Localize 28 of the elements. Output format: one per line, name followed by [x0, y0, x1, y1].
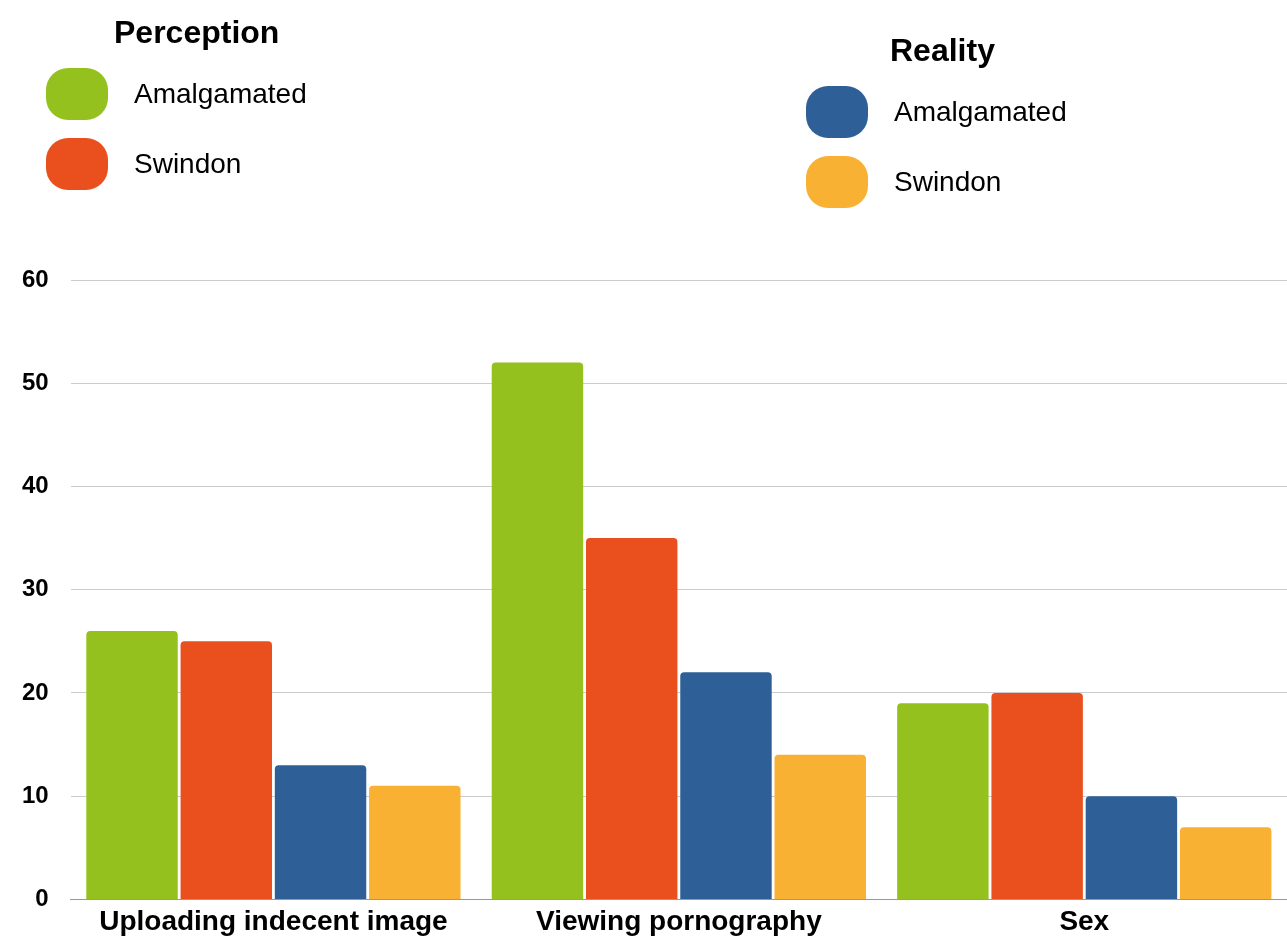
bar — [680, 672, 772, 899]
x-tick-label: Sex — [1059, 904, 1110, 936]
legend-label: Amalgamated — [894, 96, 1067, 128]
x-tick-label: Uploading indecent image — [99, 904, 448, 936]
bar — [86, 630, 178, 899]
y-tick-label: 60 — [21, 264, 49, 292]
bar — [369, 785, 461, 899]
bar — [1179, 827, 1272, 899]
y-tick-label: 20 — [21, 677, 49, 705]
legend-label: Swindon — [894, 166, 1002, 198]
bar — [180, 641, 272, 899]
legend-label: Swindon — [134, 148, 242, 180]
text: Reality — [890, 32, 996, 69]
y-tick-label: 10 — [21, 780, 49, 808]
y-tick-label: 0 — [35, 884, 49, 912]
bar — [991, 692, 1083, 899]
bar — [774, 754, 866, 899]
legend-label: Amalgamated — [134, 78, 307, 110]
y-tick-label: 50 — [21, 367, 49, 395]
y-tick-label: 30 — [21, 574, 49, 602]
bar — [491, 362, 584, 899]
bar — [274, 765, 367, 899]
bar — [586, 538, 678, 899]
x-tick-label: Viewing pornography — [535, 904, 823, 936]
bar — [1085, 796, 1178, 899]
y-tick-label: 40 — [21, 471, 49, 499]
bar — [897, 703, 989, 899]
text: Perception — [114, 14, 281, 51]
